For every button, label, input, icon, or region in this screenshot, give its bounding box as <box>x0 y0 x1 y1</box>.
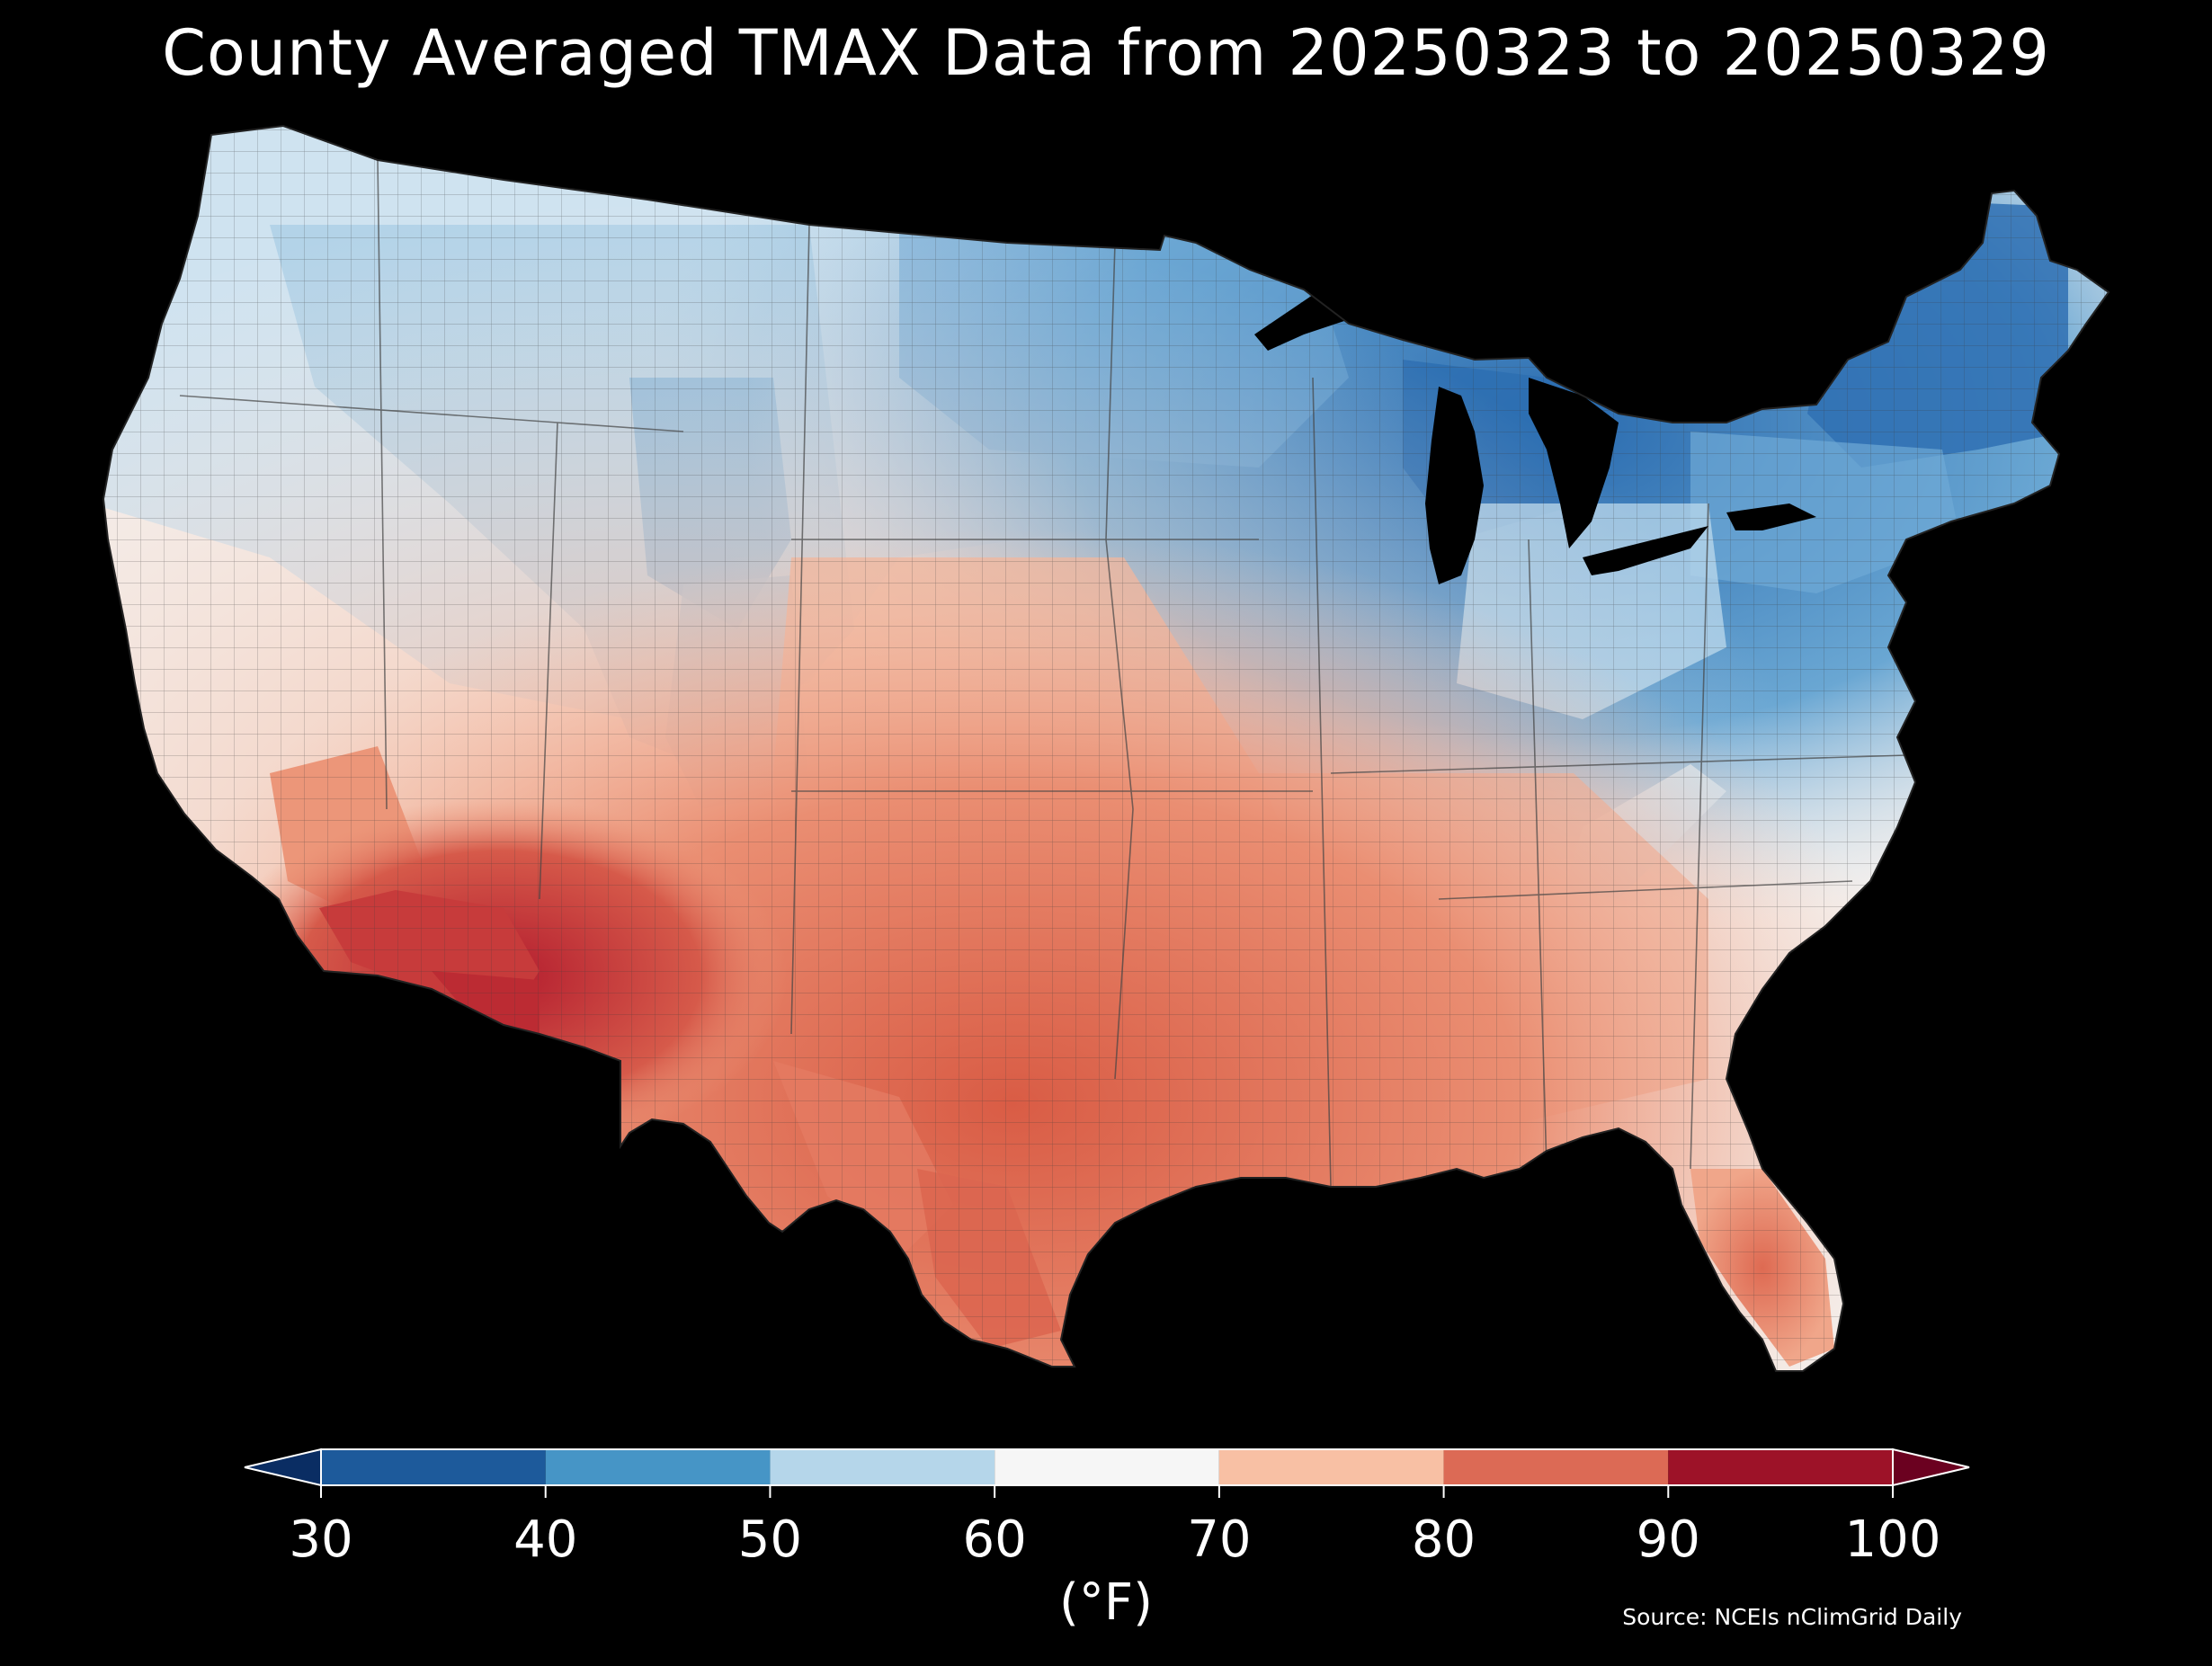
colorbar-tick-label: 70 <box>1187 1510 1252 1569</box>
colorbar-tick-label: 100 <box>1844 1510 1941 1569</box>
colorbar-unit-label: (°F) <box>1059 1573 1153 1632</box>
colorbar-bin-30-40 <box>321 1449 546 1485</box>
source-credit: Source: NCEIs nClimGrid Daily <box>1622 1604 1962 1630</box>
colorbar-under-triangle <box>244 1448 322 1487</box>
colorbar-bin-90-100 <box>1668 1449 1893 1485</box>
colorbar-bin-50-60 <box>770 1449 995 1485</box>
colorbar-tick-label: 40 <box>513 1510 578 1569</box>
colorbar-tick-label: 80 <box>1411 1510 1476 1569</box>
colorbar-tick-label: 50 <box>737 1510 803 1569</box>
colorbar-tick-label: 60 <box>962 1510 1027 1569</box>
colorbar-tick-label: 30 <box>289 1510 353 1569</box>
colorbar-bin-80-90 <box>1443 1449 1669 1485</box>
colorbar-bins <box>321 1449 1893 1485</box>
colorbar-tick-label: 90 <box>1636 1510 1700 1569</box>
colorbar-bin-60-70 <box>995 1449 1219 1485</box>
colorbar-frame <box>320 1448 1894 1486</box>
colorbar-bin-40-50 <box>545 1449 771 1485</box>
colorbar-ticks <box>320 1485 1894 1498</box>
great-lakes <box>1254 286 1816 584</box>
colorbar-over-triangle <box>1892 1448 1970 1487</box>
colorbar-bin-70-80 <box>1218 1449 1444 1485</box>
map-title: County Averaged TMAX Data from 20250323 … <box>162 16 2050 90</box>
